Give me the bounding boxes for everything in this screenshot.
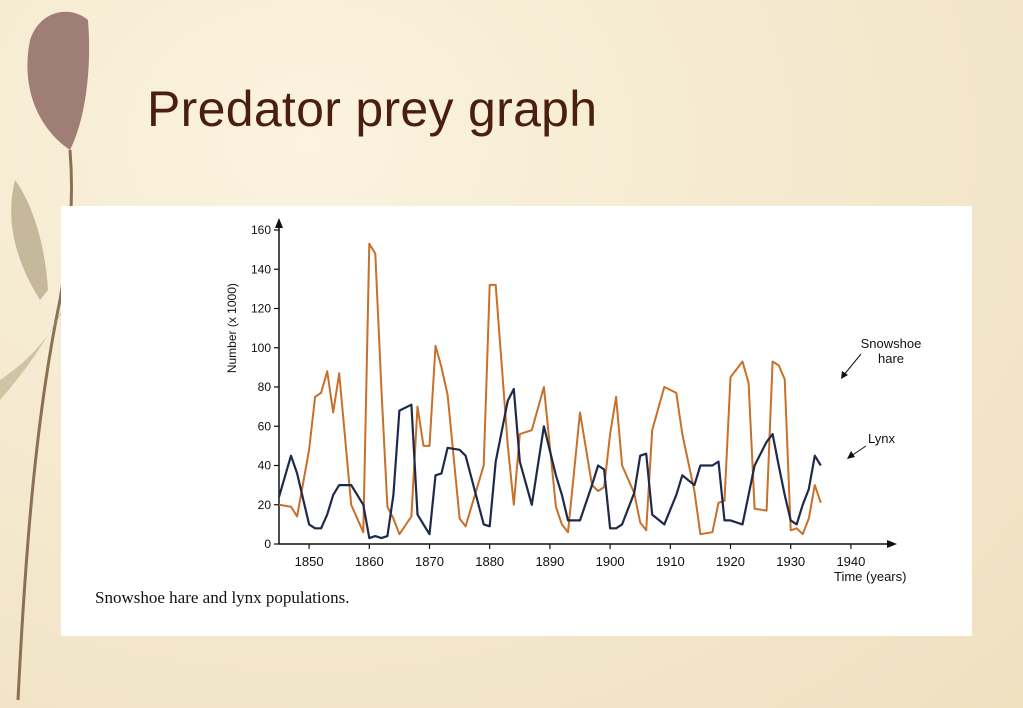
x-tick-label: 1890: [535, 554, 564, 569]
lynx-arrowhead: [847, 451, 855, 459]
x-tick-label: 1940: [836, 554, 865, 569]
x-tick-label: 1870: [415, 554, 444, 569]
lynx-annotation-label: Lynx: [868, 431, 895, 446]
lynx-annotation-arrow: [850, 445, 867, 457]
series-line-lynx: [277, 387, 822, 540]
chart-figure: 0 20 40 60 80 100 120 140 160 Number (x 1000) 18…: [61, 206, 972, 636]
y-tick-label: 40: [258, 459, 272, 473]
x-tick-label: 1920: [716, 554, 745, 569]
y-tick-label: 100: [251, 341, 271, 355]
y-tick-label: 120: [251, 302, 271, 316]
x-tick-label: 1910: [656, 554, 685, 569]
y-axis: 0 20 40 60 80 100 120 140 160 Number (x 1000): [225, 218, 283, 551]
x-tick-label: 1880: [475, 554, 504, 569]
y-axis-label: Number (x 1000): [225, 283, 239, 373]
hare-arrowhead: [841, 371, 848, 379]
slide-title: Predator prey graph: [147, 81, 598, 137]
x-tick-label: 1930: [776, 554, 805, 569]
hare-annotation-label: Snowshoe hare: [861, 336, 922, 366]
x-axis-label: Time (years): [834, 569, 906, 584]
y-tick-label: 20: [258, 498, 272, 512]
y-tick-label: 160: [251, 223, 271, 237]
population-chart: 0 20 40 60 80 100 120 140 160 Number (x 1000) 18…: [225, 218, 922, 584]
hare-annotation-arrow: [842, 353, 862, 377]
series-line-hare: [278, 242, 822, 536]
x-axis: 1850 1860 1870 1880 1890 1900 1910 1920 1930 1940…: [279, 540, 906, 584]
y-tick-label: 60: [258, 419, 272, 433]
y-tick-label: 0: [264, 537, 271, 551]
x-tick-label: 1860: [355, 554, 384, 569]
y-tick-label: 80: [258, 380, 272, 394]
y-tick-label: 140: [251, 262, 271, 276]
figure-caption: Snowshoe hare and lynx populations.: [95, 588, 350, 607]
x-tick-label: 1850: [295, 554, 324, 569]
x-tick-label: 1900: [596, 554, 625, 569]
